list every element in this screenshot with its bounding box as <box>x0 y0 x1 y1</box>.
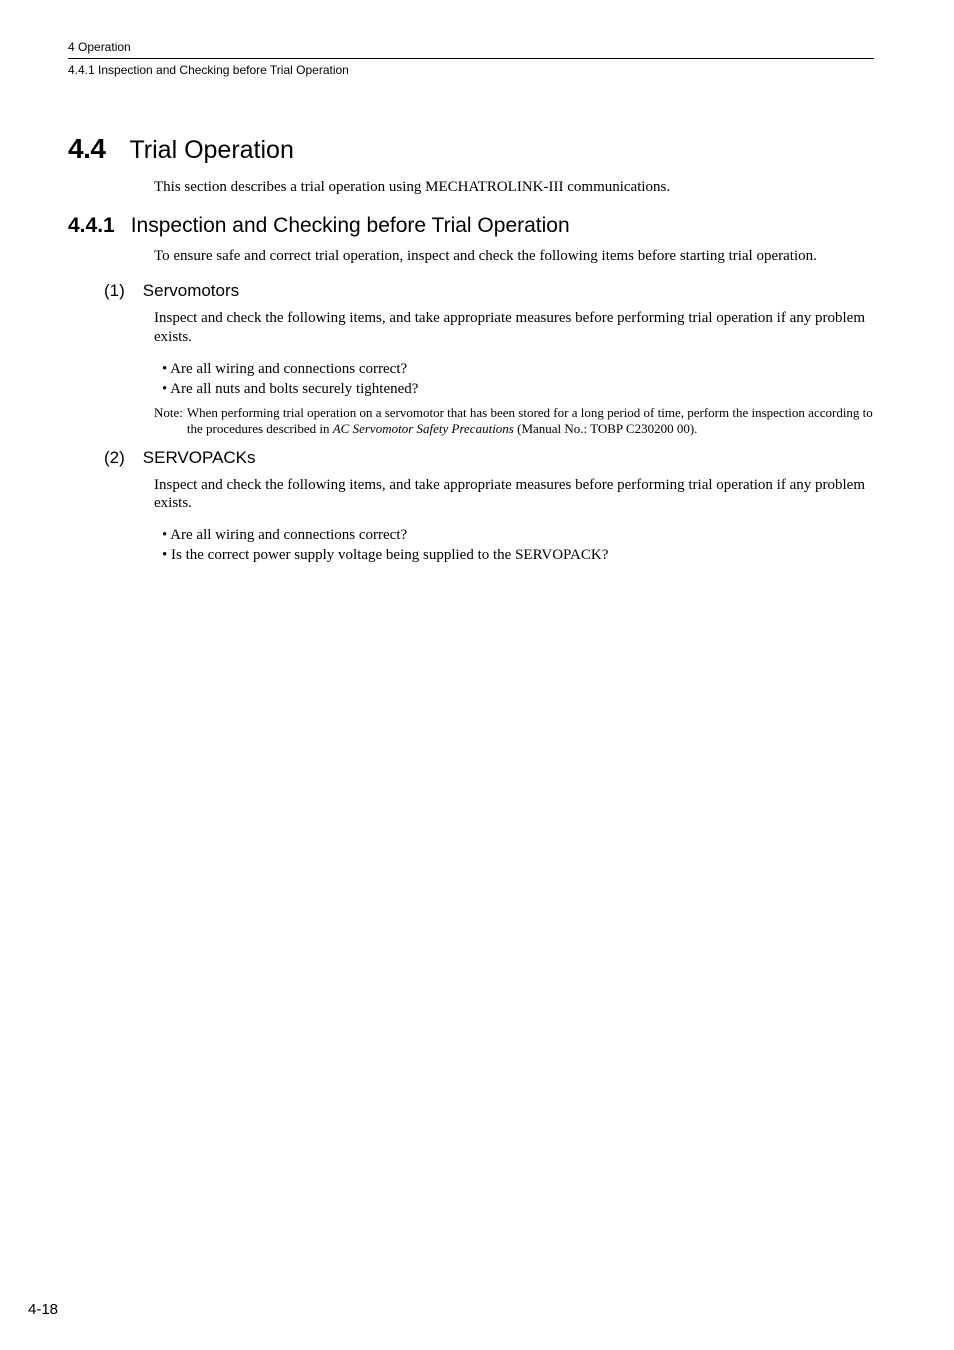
bullet-item: • Are all nuts and bolts securely tighte… <box>154 379 874 399</box>
subheading-num: (2) <box>104 448 125 468</box>
note-label: Note: <box>154 405 183 438</box>
section-title: Trial Operation <box>129 136 293 165</box>
section-heading: 4.4 Trial Operation <box>68 133 874 165</box>
page-number: 4-18 <box>28 1301 58 1318</box>
subheading-title: SERVOPACKs <box>143 448 256 468</box>
header-chapter: 4 Operation <box>68 40 874 54</box>
bullet-item: • Are all wiring and connections correct… <box>154 525 874 545</box>
subheading-servomotors: (1) Servomotors <box>104 281 874 301</box>
subsection-number: 4.4.1 <box>68 214 115 238</box>
note-body: When performing trial operation on a ser… <box>187 405 874 438</box>
servopacks-bullets: • Are all wiring and connections correct… <box>154 525 874 566</box>
subheading-title: Servomotors <box>143 281 239 301</box>
page: 4 Operation 4.4.1 Inspection and Checkin… <box>0 0 954 1350</box>
subsection-intro: To ensure safe and correct trial operati… <box>154 248 874 265</box>
servomotors-para: Inspect and check the following items, a… <box>154 309 874 347</box>
bullet-item: • Is the correct power supply voltage be… <box>154 545 874 565</box>
header-rule <box>68 58 874 59</box>
note-text-italic: AC Servomotor Safety Precautions <box>333 421 514 436</box>
subheading-num: (1) <box>104 281 125 301</box>
subheading-servopacks: (2) SERVOPACKs <box>104 448 874 468</box>
note-text-post: (Manual No.: TOBP C230200 00). <box>514 421 698 436</box>
header-subsection: 4.4.1 Inspection and Checking before Tri… <box>68 63 874 77</box>
section-intro: This section describes a trial operation… <box>154 179 874 196</box>
servopacks-para: Inspect and check the following items, a… <box>154 476 874 514</box>
servomotors-bullets: • Are all wiring and connections correct… <box>154 359 874 400</box>
subsection-heading: 4.4.1 Inspection and Checking before Tri… <box>68 214 874 238</box>
servomotors-note: Note: When performing trial operation on… <box>154 405 874 438</box>
section-number: 4.4 <box>68 133 105 165</box>
subsection-title: Inspection and Checking before Trial Ope… <box>131 214 570 238</box>
bullet-item: • Are all wiring and connections correct… <box>154 359 874 379</box>
